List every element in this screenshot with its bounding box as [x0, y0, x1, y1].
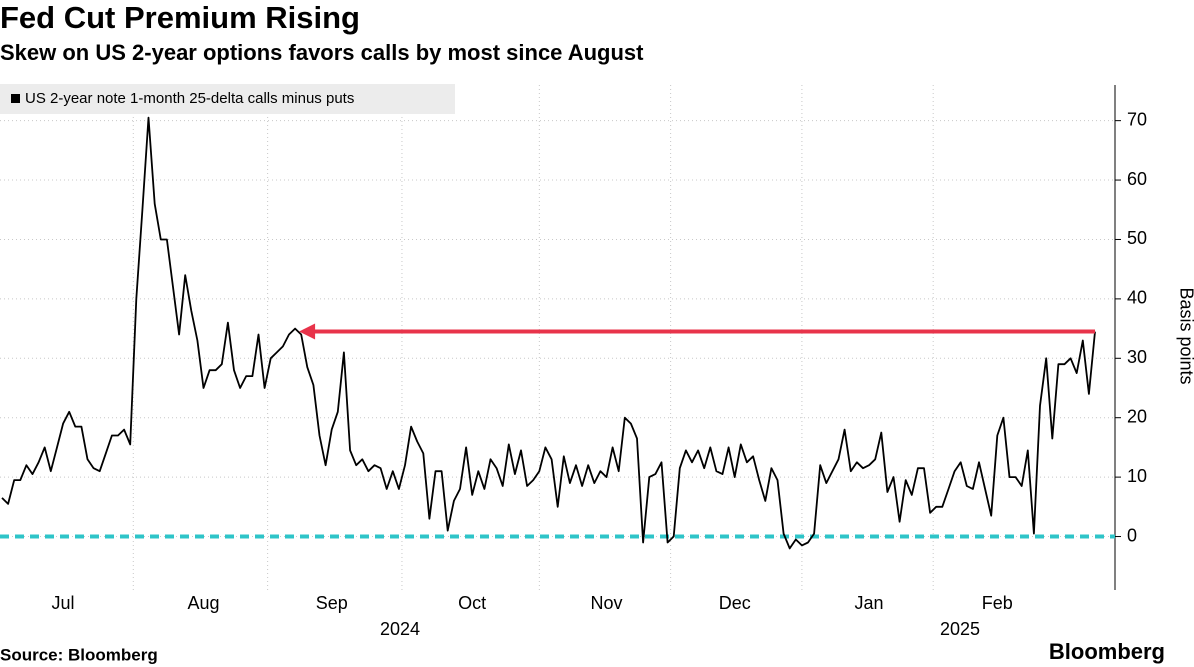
x-tick-label: Oct — [458, 593, 486, 613]
arrow-head — [299, 323, 316, 340]
legend-box — [0, 84, 455, 114]
y-tick-label: 0 — [1127, 525, 1137, 545]
source: Source: Bloomberg — [0, 645, 158, 664]
x-tick-label: Feb — [982, 593, 1013, 613]
legend-swatch — [11, 94, 20, 103]
brand: Bloomberg — [1049, 639, 1165, 664]
x-tick-label: Jul — [52, 593, 75, 613]
chart-title: Fed Cut Premium Rising — [0, 0, 360, 35]
y-tick-label: 50 — [1127, 228, 1147, 248]
x-tick-label: Jan — [855, 593, 884, 613]
y-tick-label: 30 — [1127, 347, 1147, 367]
year-label: 2024 — [380, 619, 420, 639]
y-tick-label: 10 — [1127, 466, 1147, 486]
y-axis-label: Basis points — [1176, 287, 1194, 384]
x-tick-label: Aug — [187, 593, 219, 613]
x-tick-label: Nov — [591, 593, 623, 613]
chart-subtitle: Skew on US 2-year options favors calls b… — [0, 40, 644, 65]
y-tick-label: 60 — [1127, 169, 1147, 189]
legend-label: US 2-year note 1-month 25-delta calls mi… — [25, 90, 354, 107]
y-tick-label: 20 — [1127, 406, 1147, 426]
y-tick-label: 70 — [1127, 109, 1147, 129]
x-tick-label: Dec — [719, 593, 751, 613]
year-label: 2025 — [940, 619, 980, 639]
data-line — [1, 116, 1096, 550]
y-tick-label: 40 — [1127, 288, 1147, 308]
x-tick-label: Sep — [316, 593, 348, 613]
